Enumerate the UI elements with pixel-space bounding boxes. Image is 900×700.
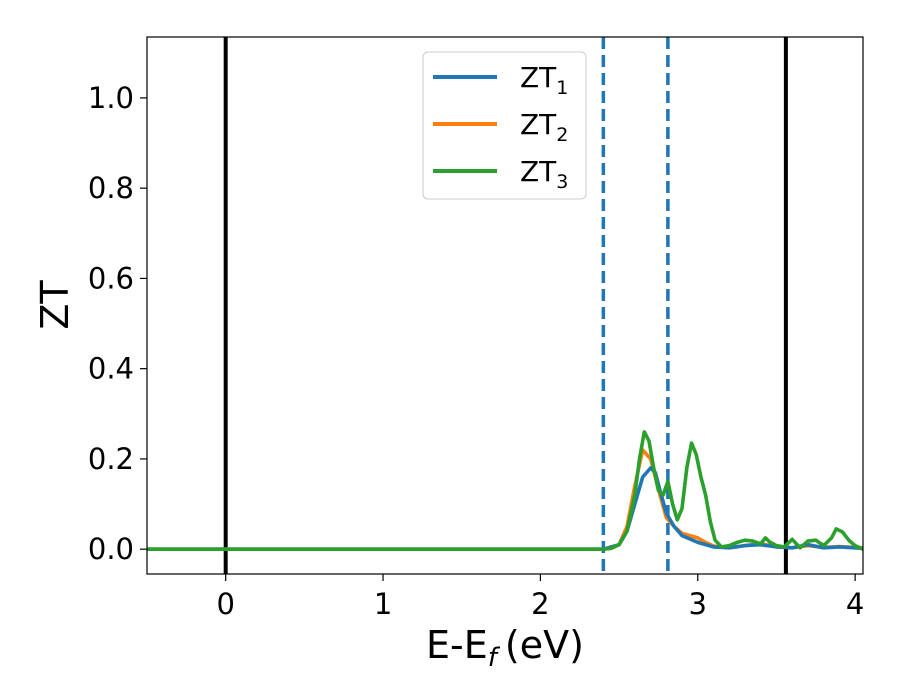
x-axis: 0 1 2 3 4 — [216, 574, 864, 621]
legend-label-1: ZT1 — [520, 61, 568, 99]
y-tick-label-3: 0.6 — [88, 261, 134, 295]
x-tick-label-3: 3 — [689, 587, 707, 621]
legend-label-subscript-2: 2 — [556, 124, 568, 146]
legend-box — [422, 51, 587, 200]
x-tick-label-4: 4 — [846, 587, 864, 621]
x-axis-label-subscript: f — [488, 643, 501, 673]
x-tick-label-0: 0 — [216, 587, 234, 621]
series-line-1 — [147, 466, 863, 552]
plot-area — [147, 37, 863, 574]
legend-label-subscript-3: 3 — [556, 171, 568, 193]
y-axis-label: ZT — [33, 280, 77, 330]
x-axis-label-main: E-E — [426, 623, 488, 667]
legend-label-main-1: ZT — [520, 61, 557, 94]
y-axis: 0.0 0.2 0.4 0.6 0.8 1.0 — [88, 81, 147, 566]
legend-label-subscript-1: 1 — [556, 77, 568, 99]
legend-label-main-3: ZT — [520, 155, 557, 188]
series-line-3 — [147, 430, 863, 552]
y-tick-label-1: 0.2 — [88, 442, 134, 476]
y-tick-label-5: 1.0 — [88, 81, 134, 115]
legend-label-3: ZT3 — [520, 155, 568, 193]
legend-label-2: ZT2 — [520, 108, 568, 146]
x-axis-label-unit: (eV) — [505, 623, 584, 667]
series-line-2 — [147, 448, 863, 552]
x-tick-label-1: 1 — [374, 587, 392, 621]
reference-lines — [223, 37, 788, 574]
y-tick-label-4: 0.8 — [88, 171, 134, 205]
y-tick-label-2: 0.4 — [88, 352, 134, 386]
x-tick-label-2: 2 — [531, 587, 549, 621]
series-layer — [147, 430, 863, 552]
x-axis-label: E-Ef (eV) — [426, 623, 584, 673]
axes-frame — [146, 36, 864, 575]
y-tick-label-0: 0.0 — [88, 532, 134, 566]
legend-label-main-2: ZT — [520, 108, 557, 141]
